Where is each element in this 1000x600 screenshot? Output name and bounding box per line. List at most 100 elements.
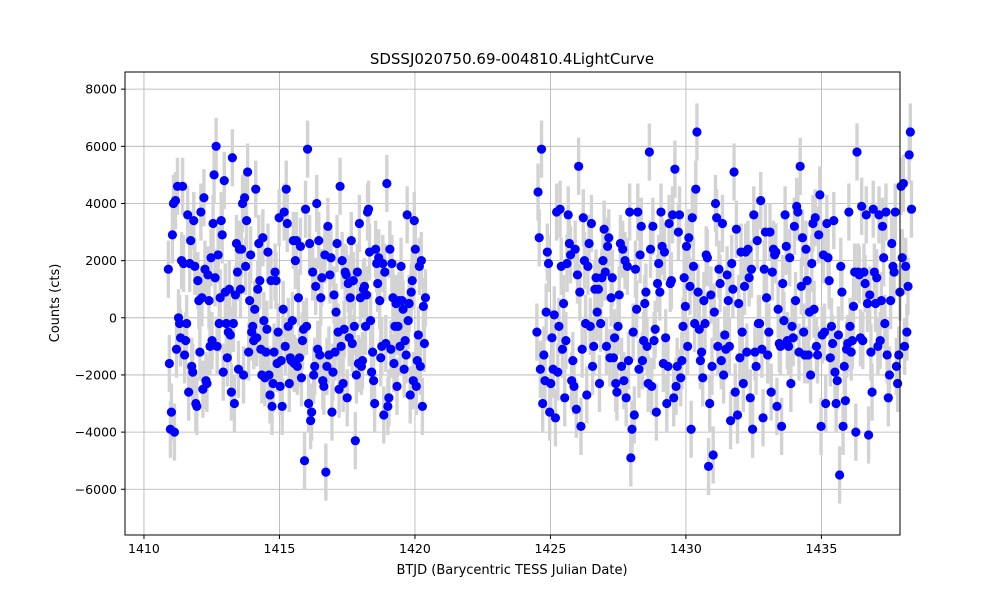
- data-point: [219, 176, 229, 186]
- data-point: [305, 238, 315, 249]
- data-point: [399, 364, 409, 374]
- data-point: [874, 210, 884, 220]
- data-point: [648, 221, 658, 231]
- data-point: [763, 350, 773, 360]
- data-point: [625, 207, 635, 217]
- data-point: [227, 153, 237, 163]
- data-point: [379, 410, 389, 420]
- data-point: [634, 364, 644, 374]
- data-point: [217, 230, 227, 240]
- data-point: [539, 350, 549, 360]
- data-point: [630, 264, 641, 274]
- data-point: [564, 238, 574, 249]
- data-point: [204, 296, 214, 306]
- data-point: [218, 367, 228, 377]
- data-point: [405, 390, 415, 400]
- data-point: [307, 407, 317, 417]
- data-point: [867, 387, 877, 397]
- data-point: [397, 296, 407, 306]
- data-point: [756, 196, 766, 206]
- y-axis-ticks: −6000 −4000 −2000 0 2000 4000 6000 8000: [75, 82, 125, 497]
- data-point: [301, 321, 312, 331]
- data-point: [361, 290, 372, 300]
- data-point: [275, 381, 285, 391]
- data-point: [901, 261, 911, 271]
- data-point: [713, 341, 723, 351]
- data-point: [684, 233, 694, 243]
- data-point: [226, 387, 236, 397]
- data-point: [351, 370, 361, 380]
- data-point: [384, 393, 394, 403]
- data-point: [872, 273, 882, 283]
- data-point: [635, 250, 645, 260]
- data-point: [369, 376, 379, 386]
- data-point: [688, 261, 699, 271]
- data-point: [242, 216, 252, 226]
- data-point: [330, 347, 340, 357]
- data-point: [542, 247, 552, 257]
- data-point: [612, 387, 622, 397]
- data-point: [406, 287, 416, 297]
- data-point: [589, 341, 599, 351]
- data-point: [549, 310, 559, 320]
- data-point: [171, 344, 182, 354]
- data-point: [366, 367, 377, 377]
- data-point: [664, 218, 674, 229]
- data-point: [722, 270, 732, 280]
- data-point: [859, 267, 869, 277]
- data-point: [902, 327, 912, 337]
- data-point: [568, 356, 578, 366]
- x-axis-ticks: 1410 1415 1420 1425 1430 1435: [128, 535, 837, 556]
- data-point: [759, 264, 769, 274]
- data-point: [746, 264, 757, 274]
- data-point: [844, 207, 854, 217]
- data-point: [213, 250, 223, 260]
- data-point: [772, 401, 782, 411]
- data-point: [363, 204, 374, 214]
- data-point: [712, 213, 722, 223]
- data-point: [316, 293, 326, 303]
- data-point: [339, 324, 349, 334]
- data-point: [603, 241, 613, 251]
- data-point: [167, 230, 178, 240]
- data-point: [815, 190, 825, 200]
- data-point: [626, 453, 636, 463]
- data-point: [745, 393, 755, 403]
- data-point: [619, 376, 629, 386]
- data-point: [376, 353, 386, 363]
- data-point: [734, 298, 744, 309]
- data-point: [188, 367, 198, 377]
- data-point: [287, 316, 297, 326]
- data-point: [575, 287, 585, 297]
- data-point: [720, 330, 730, 340]
- data-point: [822, 218, 832, 229]
- data-point: [416, 256, 426, 266]
- data-point: [295, 241, 306, 251]
- data-point: [375, 296, 385, 306]
- data-point: [382, 178, 392, 189]
- y-tick-label: −2000: [75, 367, 117, 382]
- data-point: [214, 318, 224, 329]
- data-point: [402, 210, 412, 220]
- data-point: [667, 210, 678, 220]
- data-point: [892, 378, 903, 389]
- data-point: [550, 413, 561, 423]
- chart-title: SDSSJ020750.69-004810.4LightCurve: [370, 50, 654, 68]
- x-axis-label: BTJD (Barycentric TESS Julian Date): [396, 563, 627, 578]
- data-point: [290, 256, 300, 266]
- data-point: [802, 276, 812, 286]
- data-point: [632, 304, 642, 314]
- data-point: [323, 221, 333, 231]
- data-point: [297, 336, 308, 346]
- data-point: [420, 293, 431, 303]
- data-point: [708, 450, 718, 460]
- y-tick-label: 4000: [85, 196, 117, 211]
- data-point: [335, 181, 345, 191]
- data-point: [279, 207, 289, 217]
- data-point: [783, 341, 794, 351]
- plot-area-frame: [124, 71, 901, 536]
- data-point: [299, 456, 310, 466]
- data-point: [880, 318, 890, 329]
- data-point: [737, 327, 747, 337]
- data-point: [823, 253, 833, 263]
